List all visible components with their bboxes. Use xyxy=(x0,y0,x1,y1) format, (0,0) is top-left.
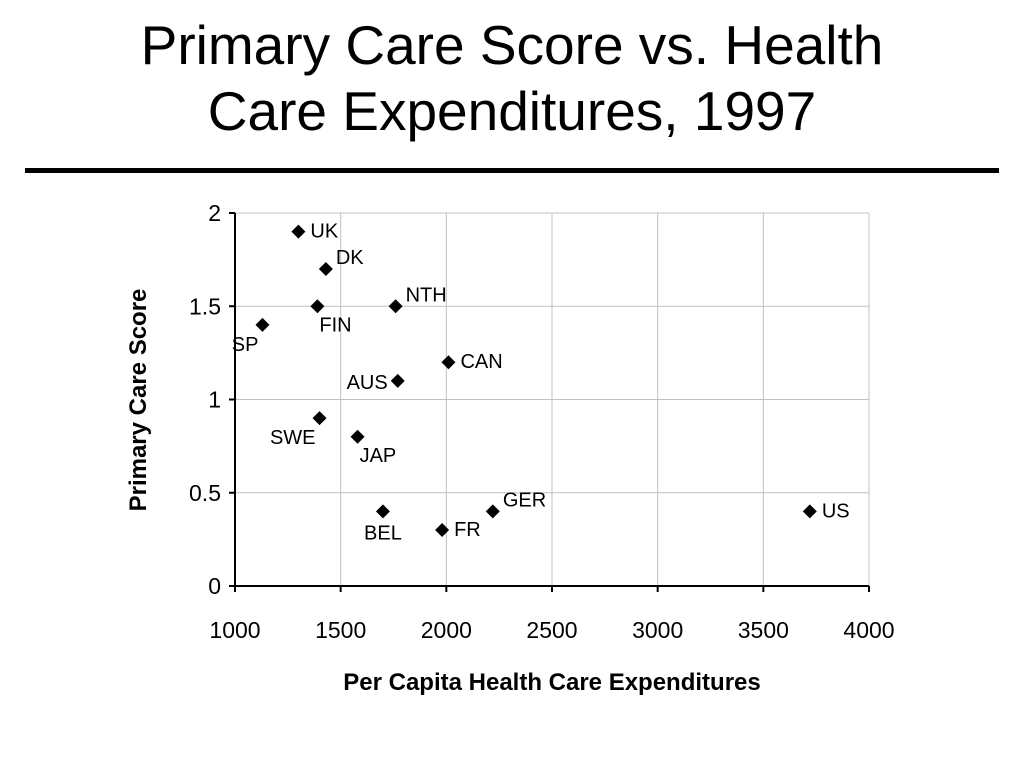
point-labels: UK DK NTH FIN SP CAN AUS SWE JAP GER US BEL FR xyxy=(232,221,850,545)
data-point-sp xyxy=(255,317,270,332)
point-label-dk: DK xyxy=(336,247,364,269)
x-tick-label: 2000 xyxy=(421,617,472,643)
title-divider xyxy=(25,168,999,173)
point-label-aus: AUS xyxy=(347,372,388,394)
y-tick-label: 1 xyxy=(208,387,221,413)
x-tick-label: 4000 xyxy=(843,617,894,643)
data-points xyxy=(255,224,817,538)
x-axis-title: Per Capita Health Care Expenditures xyxy=(343,669,760,696)
x-tick-label: 3500 xyxy=(738,617,789,643)
x-tick-label: 2500 xyxy=(526,617,577,643)
slide-title-line-2: Care Expenditures, 1997 xyxy=(207,80,817,142)
point-label-uk: UK xyxy=(310,221,338,243)
point-label-can: CAN xyxy=(460,351,502,373)
y-axis-title: Primary Care Score xyxy=(125,289,152,512)
point-label-fr: FR xyxy=(454,519,481,541)
x-tick-label: 1500 xyxy=(315,617,366,643)
grid xyxy=(235,212,870,586)
data-point-ger xyxy=(485,504,500,519)
x-tick-label: 3000 xyxy=(632,617,683,643)
data-point-bel xyxy=(375,504,390,519)
data-point-aus xyxy=(390,373,405,388)
data-point-dk xyxy=(318,261,333,276)
point-label-us: US xyxy=(822,500,850,522)
x-tick-label: 1000 xyxy=(209,617,260,643)
data-point-fin xyxy=(310,299,325,314)
data-point-uk xyxy=(291,224,306,239)
axes xyxy=(229,212,870,592)
y-tick-label: 0 xyxy=(208,573,221,599)
data-point-jap xyxy=(350,429,365,444)
point-label-nth: NTH xyxy=(406,284,447,306)
y-tick-label: 2 xyxy=(208,200,221,226)
y-tick-label: 1.5 xyxy=(189,293,221,319)
data-point-nth xyxy=(388,299,403,314)
data-point-swe xyxy=(312,411,327,426)
point-label-jap: JAP xyxy=(360,445,397,467)
data-point-us xyxy=(802,504,817,519)
point-label-fin: FIN xyxy=(319,314,351,336)
data-point-can xyxy=(441,355,456,370)
point-label-ger: GER xyxy=(503,489,546,511)
point-label-swe: SWE xyxy=(270,427,316,449)
slide-title: Primary Care Score vs. Health Care Expen… xyxy=(0,12,1024,144)
slide-title-line-1: Primary Care Score vs. Health xyxy=(140,14,884,76)
point-label-sp: SP xyxy=(232,334,259,356)
tick-labels: 1000 1500 2000 2500 3000 3500 4000 0 0.5 1 1.5 2 xyxy=(189,200,895,643)
point-label-bel: BEL xyxy=(364,522,402,544)
data-point-fr xyxy=(435,523,450,538)
y-tick-label: 0.5 xyxy=(189,480,221,506)
